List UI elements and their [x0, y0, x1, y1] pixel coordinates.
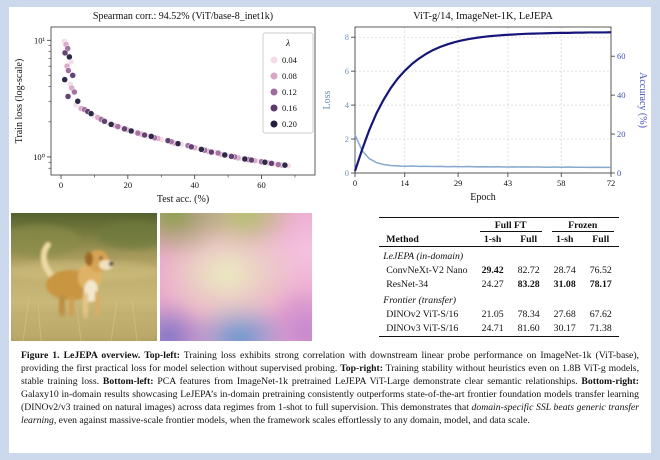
table-section-row: LeJEPA (in-domain): [383, 250, 464, 262]
svg-text:60: 60: [617, 51, 626, 61]
pca-feature-map: [160, 213, 312, 341]
svg-text:60: 60: [257, 180, 266, 190]
svg-text:0: 0: [353, 178, 357, 188]
svg-text:72: 72: [607, 178, 616, 188]
table-col-header: Full: [582, 232, 619, 247]
dog-figure: [40, 242, 114, 319]
caption-segment: Training stability without heuristics ev…: [21, 362, 639, 387]
table-col-header: 1-sh: [546, 232, 583, 247]
svg-text:Spearman corr.: 94.52% (ViT/ba: Spearman corr.: 94.52% (ViT/base-8_inet1…: [93, 11, 273, 22]
dog-photo: [11, 213, 157, 341]
figure-caption: Figure 1. LeJEPA overview. Top-left: Tra…: [9, 343, 651, 453]
svg-text:29: 29: [454, 178, 463, 188]
caption-segment: PCA features from ImageNet-1k pretrained…: [153, 375, 582, 387]
svg-text:20: 20: [124, 180, 132, 190]
caption-segment: Top-left:: [144, 350, 180, 361]
svg-text:6: 6: [345, 66, 349, 76]
svg-text:43: 43: [504, 178, 513, 188]
table-row: ConvNeXt-V2 Nano 29.42 82.72 28.74 76.52: [386, 264, 612, 276]
svg-text:8: 8: [345, 32, 349, 42]
caption-segment: Training loss exhibits strong correlatio…: [21, 350, 639, 374]
figure-panel: Spearman corr.: 94.52% (ViT/base-8_inet1…: [9, 7, 651, 453]
svg-text:Accuracy (%): Accuracy (%): [637, 72, 648, 128]
svg-text:14: 14: [401, 178, 410, 188]
table-row: ResNet-34 24.27 83.28 31.08 78.17: [386, 278, 612, 290]
svg-text:10¹: 10¹: [34, 35, 46, 45]
svg-text:40: 40: [190, 180, 199, 190]
caption-segment: Figure 1. LeJEPA overview.: [21, 350, 145, 361]
scatter-chart: Spearman corr.: 94.52% (ViT/base-8_inet1…: [14, 11, 316, 205]
table-group-header: Frozen: [547, 218, 619, 233]
foreground-grass: [22, 296, 138, 341]
svg-text:2: 2: [345, 134, 349, 144]
svg-text:ViT-g/14, ImageNet-1K, LeJEPA: ViT-g/14, ImageNet-1K, LeJEPA: [413, 11, 553, 22]
caption-segment: domain-specific SSL beats generic transf…: [21, 401, 639, 426]
svg-text:λ: λ: [285, 39, 290, 49]
svg-text:58: 58: [557, 178, 566, 188]
svg-text:Train loss (log-scale): Train loss (log-scale): [14, 59, 25, 144]
table-col-header: Full: [510, 232, 547, 247]
svg-text:40: 40: [617, 90, 626, 100]
svg-text:0: 0: [345, 168, 349, 178]
svg-text:0: 0: [59, 180, 63, 190]
svg-text:20: 20: [617, 129, 626, 139]
svg-text:0.16: 0.16: [282, 103, 297, 113]
results-table-wrap: Full FT Frozen Method 1-sh Full 1-sh Full LeJEP…: [315, 217, 649, 337]
svg-text:0.08: 0.08: [282, 71, 297, 81]
table-group-header: Full FT: [475, 218, 547, 233]
caption-segment: Galaxy10 in-domain results showcasing Le…: [21, 388, 639, 413]
results-table: Full FT Frozen Method 1-sh Full 1-sh Full LeJEP…: [379, 217, 619, 337]
table-row: DINOv2 ViT-S/16 21.05 78.34 27.68 67.62: [386, 308, 612, 320]
caption-segment: Bottom-left:: [102, 375, 154, 387]
images-and-table-row: Full FT Frozen Method 1-sh Full 1-sh Full LeJEP…: [9, 211, 651, 343]
line-chart: ViT-g/14, ImageNet-1K, LeJEPA 0 2 4 6 8 0 20 40 6…: [322, 11, 648, 203]
svg-text:0: 0: [617, 168, 621, 178]
svg-text:Test acc. (%): Test acc. (%): [157, 194, 209, 205]
svg-text:0.12: 0.12: [282, 87, 297, 97]
table-col-header: 1-sh: [474, 232, 511, 247]
table-section-row: Frontier (transfer): [383, 294, 457, 306]
caption-segment: Top-right:: [340, 362, 383, 374]
charts-row: Spearman corr.: 94.52% (ViT/base-8_inet1…: [9, 7, 651, 211]
caption-segment: Bottom-right:: [581, 375, 639, 387]
svg-text:10⁰: 10⁰: [33, 152, 46, 162]
svg-text:0.20: 0.20: [282, 119, 297, 129]
caption-segment: , even against massive-scale frontier mo…: [53, 414, 530, 426]
svg-text:Loss: Loss: [322, 90, 333, 109]
pca-gradient: [160, 213, 312, 341]
svg-text:4: 4: [345, 100, 350, 110]
table-row: DINOv3 ViT-S/16 24.71 81.60 30.17 71.38: [379, 321, 619, 337]
table-col-header: Method: [379, 232, 475, 247]
svg-text:0.04: 0.04: [282, 55, 298, 65]
svg-text:Epoch: Epoch: [470, 192, 496, 203]
